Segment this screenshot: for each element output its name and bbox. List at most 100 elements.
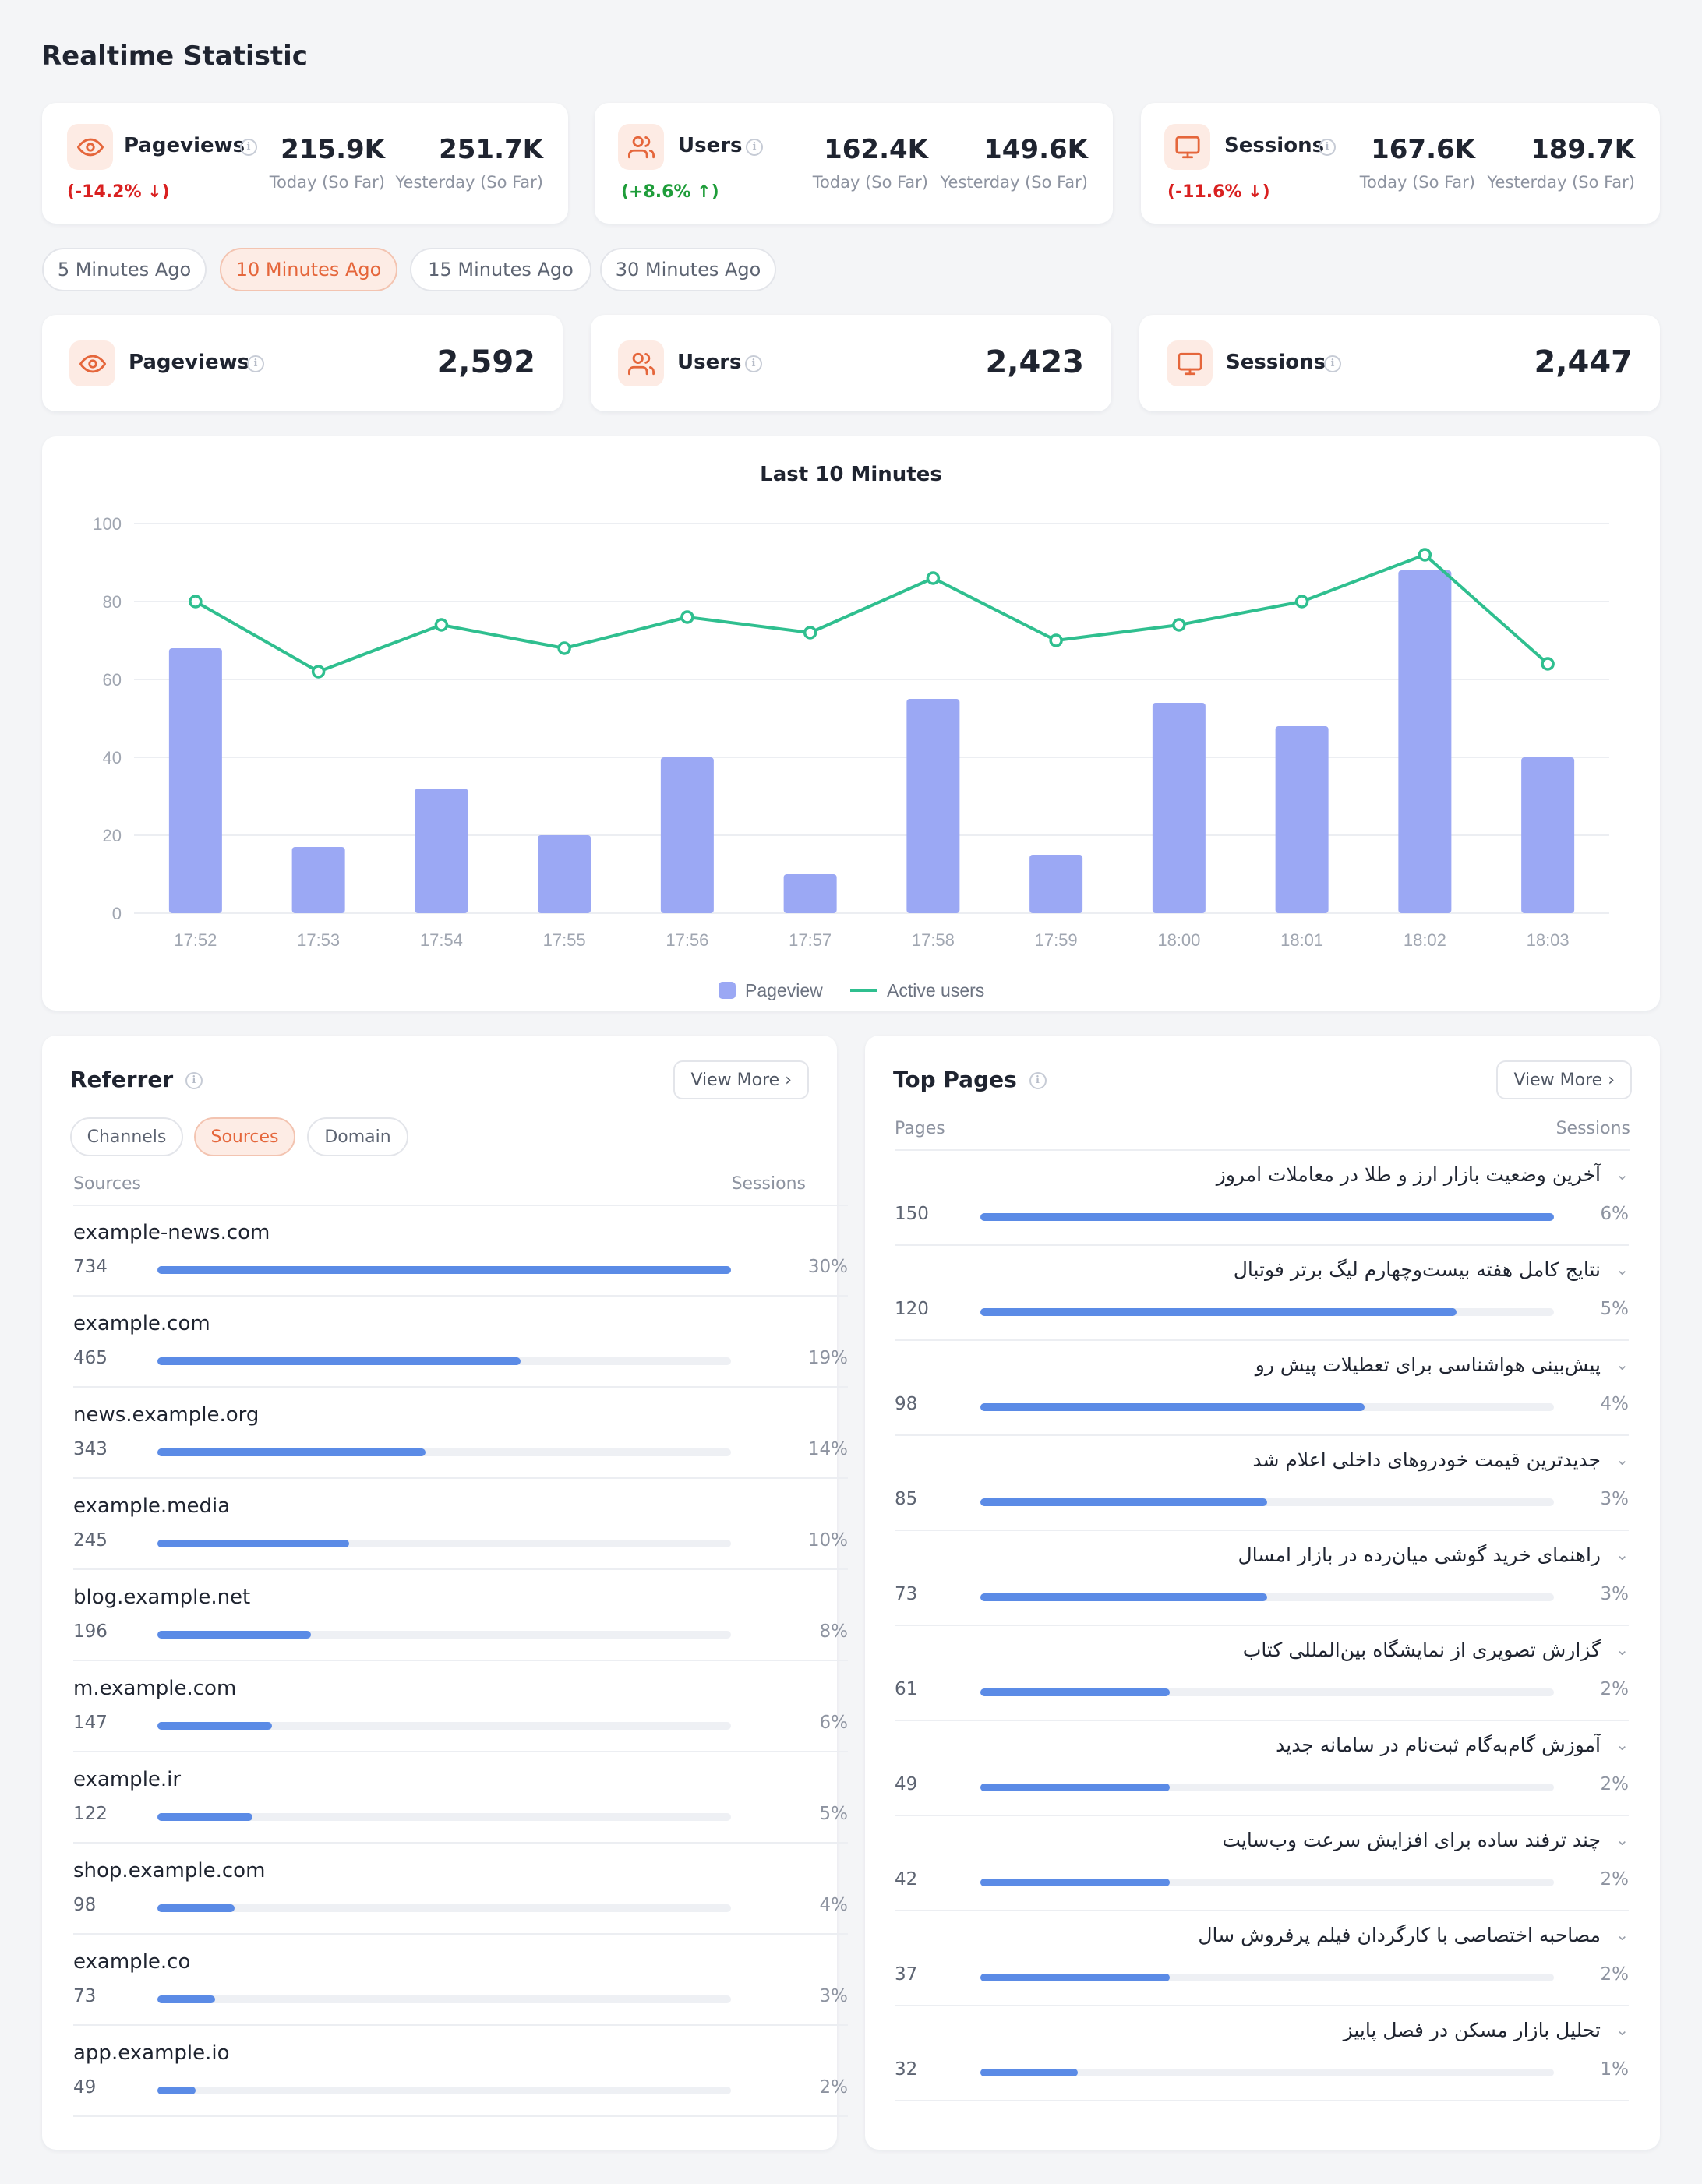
top-page-row[interactable]: چند ترفند ساده برای افزایش سرعت وب‌سایت ⌄… xyxy=(895,1816,1629,1911)
progress-fill xyxy=(157,1904,235,1912)
chevron-down-icon[interactable]: ⌄ xyxy=(1615,1165,1629,1184)
session-percent: 2% xyxy=(1600,1869,1630,1889)
referrer-row[interactable]: example-news.com 734 30% xyxy=(73,1205,848,1297)
top-page-row[interactable]: آموزش گام‌به‌گام ثبت‌نام در سامانه جدید ⌄… xyxy=(895,1721,1629,1816)
today-label: Today (So Far) xyxy=(1359,173,1475,192)
top-page-row[interactable]: جدیدترین قیمت خودروهای داخلی اعلام شد ⌄ 85… xyxy=(895,1436,1629,1531)
info-icon[interactable]: i xyxy=(185,1072,203,1089)
tab-sources[interactable]: Sources xyxy=(194,1117,295,1156)
top-page-row[interactable]: آخرین وضعیت بازار ارز و طلا در معاملات ا… xyxy=(895,1151,1629,1246)
view-more-button[interactable]: View More › xyxy=(673,1060,809,1099)
top-page-row[interactable]: پیش‌بینی هواشناسی برای تعطیلات پیش رو ⌄ 98… xyxy=(895,1341,1629,1436)
top-page-row[interactable]: گزارش تصویری از نمایشگاه بین‌المللی کتاب… xyxy=(895,1626,1629,1721)
session-percent: 6% xyxy=(819,1713,849,1733)
info-icon[interactable]: i xyxy=(746,139,763,156)
top-page-row[interactable]: نتایج کامل هفته بیست‌وچهارم لیگ برتر فوت… xyxy=(895,1246,1629,1341)
divider xyxy=(895,1720,1629,1721)
referrer-row[interactable]: example.media 245 10% xyxy=(73,1479,848,1570)
progress-track xyxy=(157,1813,731,1821)
top-page-row[interactable]: تحلیل بازار مسکن در فصل پاییز ⌄ 32 1% xyxy=(895,2006,1629,2101)
referrer-row[interactable]: example.com 465 19% xyxy=(73,1297,848,1388)
tab-channels[interactable]: Channels xyxy=(70,1117,183,1156)
y-tick-label: 100 xyxy=(93,514,122,534)
session-count: 147 xyxy=(73,1713,108,1733)
progress-track xyxy=(980,1688,1554,1696)
session-percent: 2% xyxy=(1600,1774,1630,1794)
chevron-down-icon[interactable]: ⌄ xyxy=(1615,2020,1629,2039)
progress-track xyxy=(980,1593,1554,1601)
source-name: example-news.com xyxy=(73,1221,270,1244)
info-icon[interactable]: i xyxy=(247,355,264,372)
chevron-down-icon[interactable]: ⌄ xyxy=(1615,1925,1629,1944)
divider xyxy=(73,2024,848,2026)
chevron-down-icon[interactable]: ⌄ xyxy=(1615,1830,1629,1849)
source-name: example.com xyxy=(73,1312,210,1335)
filter-5-minutes[interactable]: 5 Minutes Ago xyxy=(42,248,207,291)
chevron-down-icon[interactable]: ⌄ xyxy=(1615,1355,1629,1374)
info-icon[interactable]: i xyxy=(1029,1072,1047,1089)
referrer-row[interactable]: example.ir 122 5% xyxy=(73,1752,848,1844)
chevron-down-icon[interactable]: ⌄ xyxy=(1615,1450,1629,1469)
legend-label-pageview: Pageview xyxy=(745,980,823,1000)
info-icon[interactable]: i xyxy=(240,139,257,156)
referrer-row[interactable]: blog.example.net 196 8% xyxy=(73,1570,848,1661)
sessions-window-card: Sessions i 2,447 xyxy=(1139,315,1660,411)
top-page-row[interactable]: مصاحبه اختصاصی با کارگردان فیلم پرفروش س… xyxy=(895,1911,1629,2006)
active-users-point xyxy=(680,610,694,624)
x-tick-label: 18:01 xyxy=(1280,930,1323,950)
chevron-down-icon[interactable]: ⌄ xyxy=(1615,1735,1629,1754)
chevron-down-icon[interactable]: ⌄ xyxy=(1615,1545,1629,1564)
referrer-row[interactable]: m.example.com 147 6% xyxy=(73,1661,848,1752)
column-header-sources: Sources xyxy=(73,1174,142,1194)
y-tick-label: 60 xyxy=(103,670,122,690)
referrer-row[interactable]: shop.example.com 98 4% xyxy=(73,1844,848,1935)
session-count: 37 xyxy=(895,1964,918,1985)
progress-fill xyxy=(980,1974,1170,1981)
today-value: 215.9K xyxy=(281,134,385,165)
chevron-down-icon[interactable]: ⌄ xyxy=(1615,1260,1629,1279)
source-name: m.example.com xyxy=(73,1677,237,1700)
info-icon[interactable]: i xyxy=(1324,355,1341,372)
page-title-text: گزارش تصویری از نمایشگاه بین‌المللی کتاب xyxy=(1242,1639,1601,1661)
top-page-row[interactable]: راهنمای خرید گوشی میان‌رده در بازار امسا… xyxy=(895,1531,1629,1626)
yesterday-value: 189.7K xyxy=(1531,134,1635,165)
change-badge: (+8.6% ↑) xyxy=(621,182,719,202)
users-summary-card: Users i (+8.6% ↑) 162.4K Today (So Far) … xyxy=(595,103,1113,224)
source-name: app.example.io xyxy=(73,2041,230,2065)
page-title: Realtime Statistic xyxy=(41,41,308,72)
filter-30-minutes[interactable]: 30 Minutes Ago xyxy=(600,248,776,291)
pageview-bar xyxy=(291,847,345,913)
x-tick-label: 18:00 xyxy=(1157,930,1200,950)
referrer-row[interactable]: app.example.io 49 2% xyxy=(73,2026,848,2117)
divider xyxy=(895,1530,1629,1531)
divider xyxy=(895,1149,1630,1151)
chevron-down-icon[interactable]: ⌄ xyxy=(1615,1640,1629,1659)
pageview-bar xyxy=(168,648,222,913)
page-title-text: راهنمای خرید گوشی میان‌رده در بازار امسا… xyxy=(1238,1544,1601,1566)
tab-domain[interactable]: Domain xyxy=(307,1117,408,1156)
progress-fill xyxy=(157,1357,521,1365)
filter-10-minutes[interactable]: 10 Minutes Ago xyxy=(220,248,397,291)
view-more-button[interactable]: View More › xyxy=(1496,1060,1632,1099)
active-users-point xyxy=(926,571,941,585)
source-name: news.example.org xyxy=(73,1403,260,1427)
session-percent: 2% xyxy=(1600,1964,1630,1985)
referrer-row[interactable]: example.co 73 3% xyxy=(73,1935,848,2026)
top-pages-card: Top Pages i View More › Pages Sessions xyxy=(865,1036,1660,2150)
progress-track xyxy=(157,1995,731,2003)
users-icon xyxy=(618,124,664,170)
progress-track xyxy=(980,1974,1554,1981)
referrer-row[interactable]: news.example.org 343 14% xyxy=(73,1388,848,1479)
progress-track xyxy=(980,1213,1554,1221)
info-icon[interactable]: i xyxy=(745,355,762,372)
progress-track xyxy=(157,1540,731,1547)
info-icon[interactable]: i xyxy=(1319,139,1336,156)
divider xyxy=(73,2115,848,2117)
progress-fill xyxy=(157,2087,196,2094)
session-count: 85 xyxy=(895,1489,918,1509)
page-title-text: آموزش گام‌به‌گام ثبت‌نام در سامانه جدید xyxy=(1276,1734,1601,1756)
filter-15-minutes[interactable]: 15 Minutes Ago xyxy=(410,248,591,291)
page-title-text: چند ترفند ساده برای افزایش سرعت وب‌سایت xyxy=(1222,1829,1601,1851)
monitor-icon xyxy=(1167,340,1213,386)
divider xyxy=(73,1933,848,1935)
